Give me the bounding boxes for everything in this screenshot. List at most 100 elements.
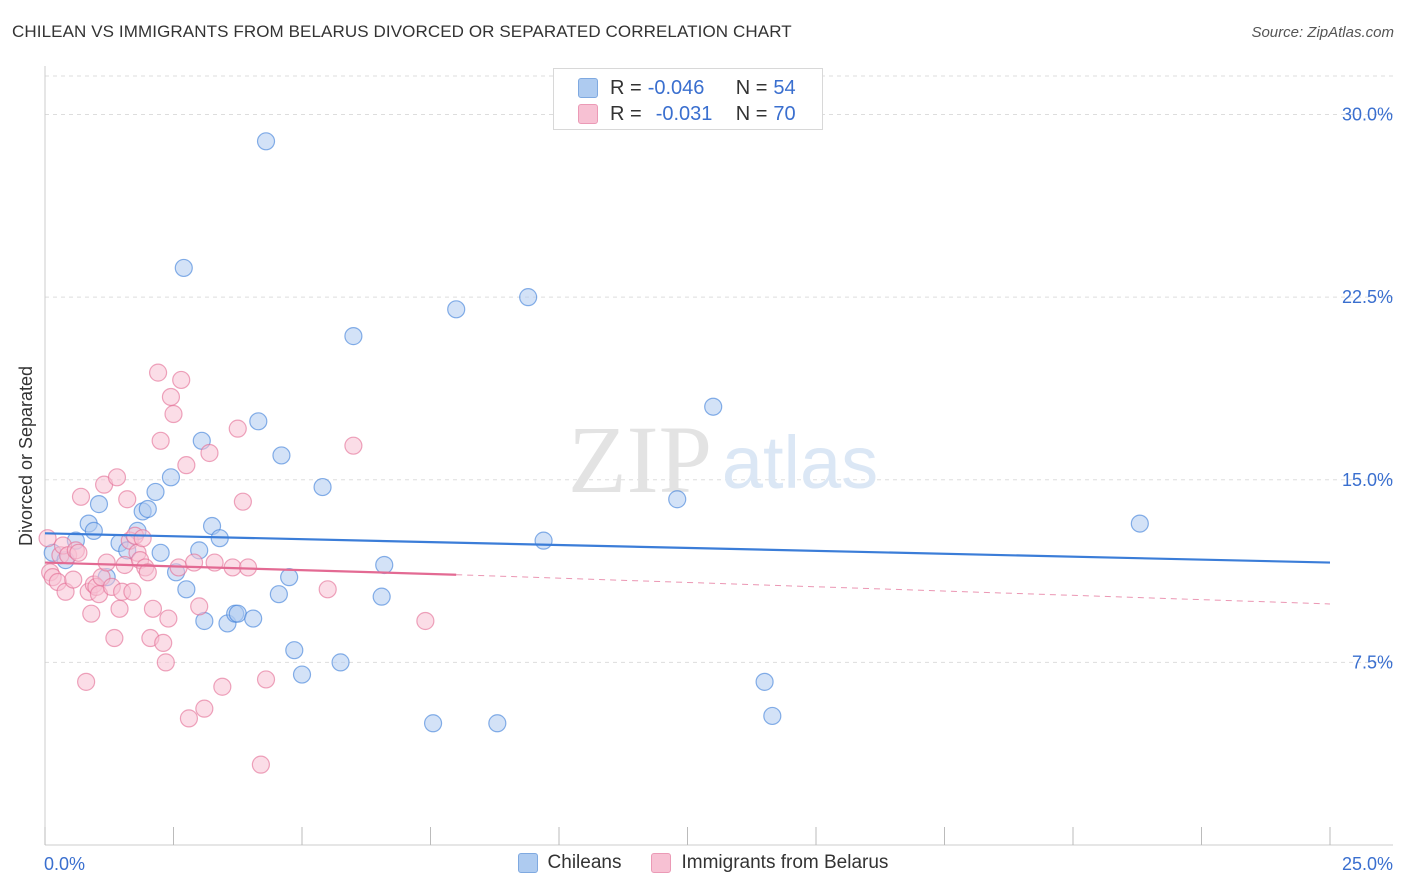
point-belarus	[156, 653, 175, 672]
point-chileans	[704, 397, 723, 416]
point-belarus	[195, 699, 214, 718]
r-value-chileans: -0.046	[647, 76, 705, 99]
y-tick-label: 7.5%	[1352, 652, 1393, 672]
point-belarus	[154, 633, 173, 653]
n-label: N =	[735, 76, 768, 99]
point-belarus	[133, 529, 152, 548]
point-chileans	[269, 585, 288, 604]
point-chileans	[256, 132, 276, 151]
point-chileans	[313, 477, 332, 497]
point-belarus	[164, 404, 183, 424]
point-belarus	[233, 492, 252, 511]
watermark-atlas: atlas	[722, 421, 878, 504]
point-belarus	[177, 456, 196, 475]
point-belarus	[64, 570, 83, 589]
y-tick-label: 30.0%	[1342, 105, 1393, 125]
point-belarus	[107, 468, 127, 487]
point-chileans	[372, 587, 391, 606]
r-label: R =	[610, 102, 642, 125]
stats-swatch-chileans	[578, 78, 598, 98]
point-belarus	[228, 419, 247, 438]
legend-item-chileans[interactable]: Chileans	[517, 852, 622, 874]
point-belarus	[179, 709, 199, 728]
point-chileans	[331, 653, 350, 672]
point-belarus	[97, 553, 116, 572]
point-belarus	[77, 672, 96, 691]
chart-title: CHILEAN VS IMMIGRANTS FROM BELARUS DIVOR…	[12, 22, 792, 41]
stats-swatch-belarus	[578, 104, 598, 124]
point-belarus	[344, 436, 363, 455]
y-tick-label: 15.0%	[1342, 470, 1393, 490]
point-belarus	[69, 543, 88, 562]
point-chileans	[244, 609, 263, 628]
point-chileans	[177, 580, 196, 599]
point-chileans	[519, 288, 538, 307]
stats-legend: R = -0.046 N = 54 R = -0.031 N = 70	[553, 68, 823, 130]
trend-line-belarus-extension	[456, 574, 1331, 605]
legend-label-chileans: Chileans	[547, 852, 622, 873]
point-belarus	[161, 387, 181, 407]
r-value-belarus: -0.031	[655, 102, 713, 125]
point-belarus	[151, 431, 170, 450]
point-belarus	[190, 597, 209, 616]
stats-row-chileans: R = -0.046 N = 54	[578, 75, 796, 101]
source-label: Source: ZipAtlas.com	[1251, 24, 1394, 41]
point-belarus	[38, 529, 57, 548]
legend-item-belarus[interactable]: Immigrants from Belarus	[651, 852, 888, 874]
point-chileans	[249, 412, 268, 431]
point-belarus	[159, 609, 178, 628]
r-label: R =	[610, 76, 642, 99]
n-value-chileans: 54	[773, 76, 796, 99]
legend-swatch-belarus	[651, 853, 672, 873]
x-tick-label: 0.0%	[44, 854, 85, 874]
point-chileans	[344, 327, 363, 346]
point-belarus	[148, 363, 168, 382]
point-chileans	[272, 446, 291, 465]
legend-swatch-chileans	[517, 853, 538, 873]
point-belarus	[143, 599, 163, 618]
point-belarus	[318, 580, 337, 599]
point-chileans	[447, 300, 466, 319]
watermark-zip: ZIP	[568, 406, 712, 513]
point-belarus	[416, 611, 435, 631]
n-value-belarus: 70	[773, 102, 796, 125]
trend-line-chileans	[44, 532, 1331, 564]
bottom-legend: Chileans Immigrants from Belarus	[0, 852, 1406, 874]
point-belarus	[71, 487, 91, 506]
point-belarus	[123, 582, 142, 601]
point-belarus	[105, 628, 124, 648]
point-belarus	[110, 599, 129, 618]
point-chileans	[84, 521, 103, 540]
point-belarus	[82, 604, 101, 623]
point-chileans	[146, 482, 165, 502]
point-chileans	[138, 499, 157, 519]
point-chileans	[755, 672, 774, 691]
y-tick-label: 22.5%	[1342, 287, 1393, 307]
point-belarus	[213, 677, 232, 696]
point-chileans	[1130, 514, 1149, 533]
point-chileans	[375, 555, 394, 575]
point-belarus	[172, 370, 191, 390]
stats-row-belarus: R = -0.031 N = 70	[578, 101, 796, 127]
point-belarus	[251, 755, 270, 774]
y-axis-label: Divorced or Separated	[16, 366, 36, 546]
point-chileans	[763, 706, 782, 726]
point-chileans	[228, 604, 247, 623]
point-chileans	[668, 490, 687, 509]
point-chileans	[285, 641, 304, 660]
point-chileans	[89, 495, 109, 514]
point-belarus	[118, 490, 137, 509]
point-belarus	[138, 563, 157, 582]
point-chileans	[161, 468, 181, 487]
legend-label-belarus: Immigrants from Belarus	[681, 852, 889, 873]
point-chileans	[423, 714, 443, 733]
point-belarus	[200, 443, 219, 463]
trend-line-belarus	[44, 561, 457, 576]
point-chileans	[151, 543, 170, 562]
point-belarus	[256, 670, 276, 689]
point-chileans	[292, 665, 312, 684]
point-chileans	[534, 531, 553, 550]
point-chileans	[174, 258, 193, 278]
n-label: N =	[735, 102, 768, 125]
